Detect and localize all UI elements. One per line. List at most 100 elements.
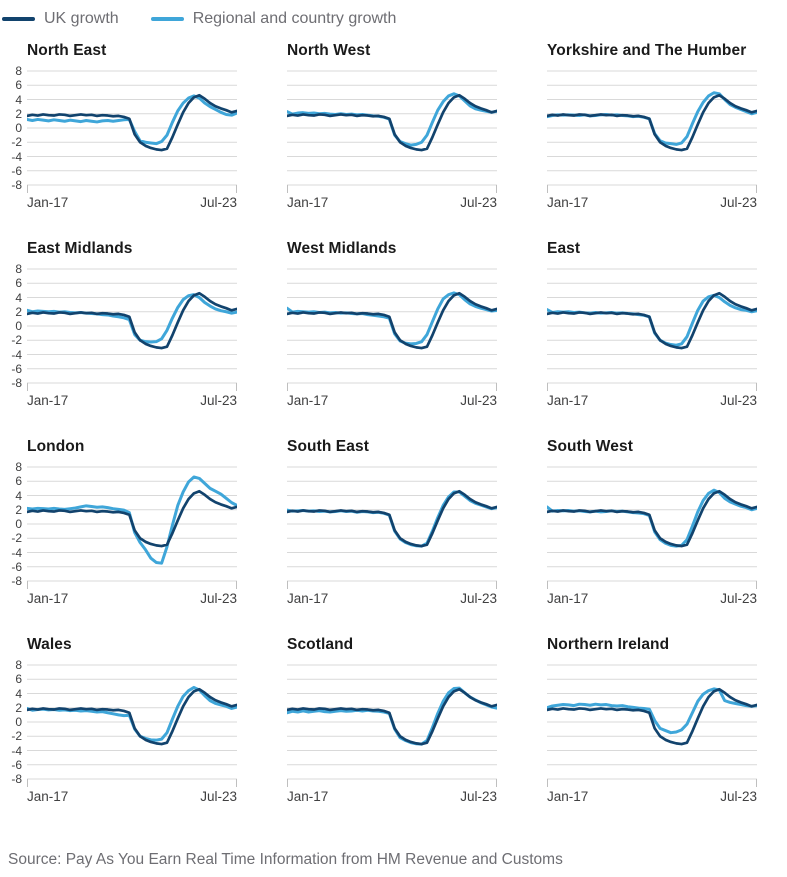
y-tick-label: -2: [11, 531, 22, 546]
panel-title: Northern Ireland: [547, 636, 670, 653]
panels-grid: North East 8 6 4 2 0 -2 -4 -6 -8 Jan-17 Jul-23 N…: [0, 30, 787, 805]
uk-growth-line: [547, 489, 757, 548]
x-start-label: Jan-17: [547, 591, 589, 606]
x-axis-labels: Jan-17 Jul-23: [547, 195, 757, 210]
y-axis-labels: 8 6 4 2 0 -2 -4 -6 -8: [6, 460, 27, 590]
x-end-label: Jul-23: [720, 195, 757, 210]
y-tick-label: -2: [11, 135, 22, 150]
line-chart: [27, 268, 237, 391]
x-axis-labels: Jan-17 Jul-23: [27, 393, 237, 408]
line-chart: [547, 70, 757, 193]
x-end-label: Jul-23: [460, 789, 497, 804]
panel-title: South West: [547, 438, 633, 455]
y-tick-label: 6: [15, 474, 22, 489]
regional-growth-line: [547, 293, 757, 347]
panel-title: North East: [27, 42, 107, 59]
x-axis-labels: Jan-17 Jul-23: [287, 393, 497, 408]
regional-growth-line: [547, 488, 757, 548]
line-chart: [27, 664, 237, 787]
uk-growth-line: [287, 93, 497, 152]
y-tick-label: 4: [15, 686, 22, 701]
panel-title: South East: [287, 438, 369, 455]
y-tick-label: -8: [11, 178, 22, 192]
x-start-label: Jan-17: [27, 591, 69, 606]
legend-label-regional: Regional and country growth: [192, 10, 397, 27]
line-chart: [547, 268, 757, 391]
y-tick-label: -4: [11, 743, 22, 758]
uk-growth-line-swatch: [2, 17, 35, 21]
uk-growth-line: [27, 93, 237, 152]
y-tick-label: -4: [11, 347, 22, 362]
x-end-label: Jul-23: [720, 591, 757, 606]
x-end-label: Jul-23: [460, 195, 497, 210]
y-tick-label: -8: [11, 772, 22, 786]
y-tick-label: -4: [11, 149, 22, 164]
x-start-label: Jan-17: [547, 393, 589, 408]
regional-growth-line-swatch: [150, 17, 184, 21]
x-axis-labels: Jan-17 Jul-23: [287, 789, 497, 804]
uk-growth-line: [547, 687, 757, 746]
x-axis-labels: Jan-17 Jul-23: [287, 591, 497, 606]
y-tick-label: 2: [15, 304, 22, 319]
x-start-label: Jan-17: [287, 195, 329, 210]
y-tick-label: -2: [11, 729, 22, 744]
regional-growth-line: [287, 291, 497, 346]
x-axis-labels: Jan-17 Jul-23: [27, 591, 237, 606]
x-start-label: Jan-17: [27, 393, 69, 408]
line-chart: [287, 70, 497, 193]
uk-growth-line: [287, 291, 497, 350]
x-start-label: Jan-17: [287, 393, 329, 408]
x-end-label: Jul-23: [460, 591, 497, 606]
regional-growth-line: [547, 687, 757, 735]
line-chart: [287, 466, 497, 589]
panel-title: East Midlands: [27, 240, 133, 257]
x-axis-labels: Jan-17 Jul-23: [27, 789, 237, 804]
y-tick-label: -6: [11, 559, 22, 574]
y-tick-label: 6: [15, 78, 22, 93]
x-axis-labels: Jan-17 Jul-23: [547, 591, 757, 606]
x-end-label: Jul-23: [200, 393, 237, 408]
line-chart: [287, 268, 497, 391]
legend: UK growth Regional and country growth: [0, 0, 787, 30]
x-start-label: Jan-17: [287, 591, 329, 606]
panel-title: West Midlands: [287, 240, 397, 257]
x-axis-labels: Jan-17 Jul-23: [287, 195, 497, 210]
x-start-label: Jan-17: [287, 789, 329, 804]
panel-title: East: [547, 240, 581, 257]
y-tick-label: 2: [15, 106, 22, 121]
y-tick-label: 6: [15, 672, 22, 687]
y-axis-labels: 8 6 4 2 0 -2 -4 -6 -8: [6, 64, 27, 194]
uk-growth-line: [27, 291, 237, 350]
y-tick-label: -2: [11, 333, 22, 348]
y-tick-label: 8: [15, 460, 22, 474]
y-tick-label: -8: [11, 574, 22, 588]
y-tick-label: 8: [15, 262, 22, 276]
y-tick-label: 2: [15, 502, 22, 517]
y-tick-label: 0: [15, 319, 22, 333]
line-chart: [287, 664, 497, 787]
legend-item-uk: UK growth: [2, 10, 119, 28]
uk-growth-line: [27, 489, 237, 548]
y-tick-label: 0: [15, 121, 22, 135]
x-end-label: Jul-23: [200, 789, 237, 804]
line-chart: [547, 664, 757, 787]
line-chart: [27, 70, 237, 193]
x-end-label: Jul-23: [720, 393, 757, 408]
panel-title: Wales: [27, 636, 72, 653]
x-axis-labels: Jan-17 Jul-23: [547, 393, 757, 408]
regional-growth-line: [287, 92, 497, 147]
y-tick-label: -6: [11, 361, 22, 376]
regional-growth-line: [27, 685, 237, 742]
